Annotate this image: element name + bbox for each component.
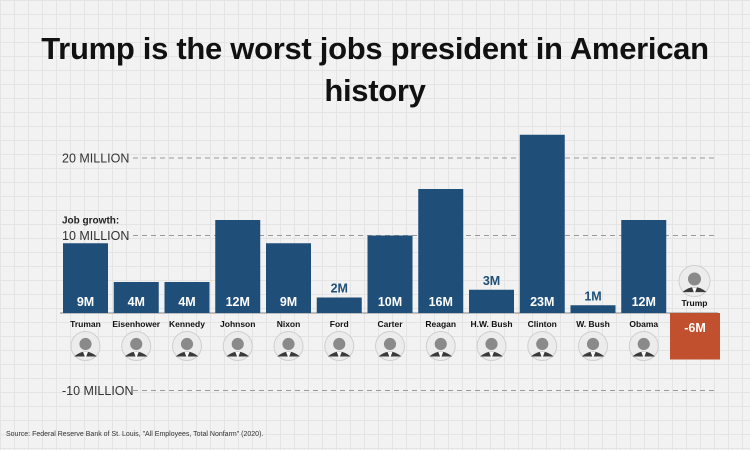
president-portrait-icon bbox=[425, 331, 456, 361]
bar bbox=[367, 235, 413, 313]
category-label: Clinton bbox=[528, 319, 557, 329]
president-portrait-icon bbox=[172, 331, 202, 361]
president-portrait-icon bbox=[527, 331, 558, 361]
president-portrait-icon bbox=[273, 331, 304, 361]
president-portrait-icon bbox=[628, 331, 659, 361]
data-label: 9M bbox=[280, 295, 297, 309]
y-axis-note: Job growth: bbox=[62, 216, 119, 227]
source-note: Source: Federal Reserve Bank of St. Loui… bbox=[6, 431, 264, 438]
bar bbox=[469, 289, 514, 313]
data-label: 1M bbox=[584, 289, 601, 303]
bar bbox=[519, 134, 565, 313]
category-label: H.W. Bush bbox=[470, 319, 512, 329]
president-portrait-icon bbox=[578, 331, 608, 361]
category-label: Kennedy bbox=[169, 319, 205, 329]
bar bbox=[63, 243, 108, 313]
president-portrait-icon bbox=[324, 331, 355, 361]
category-label: Obama bbox=[629, 319, 658, 329]
president-portrait-icon bbox=[678, 265, 711, 297]
data-label: 10M bbox=[378, 295, 402, 309]
bar bbox=[316, 297, 362, 313]
category-label: W. Bush bbox=[576, 319, 610, 329]
data-label: 9M bbox=[77, 295, 94, 309]
president-portrait-icon bbox=[375, 331, 405, 361]
data-label: 23M bbox=[530, 295, 554, 309]
data-label: 16M bbox=[429, 295, 453, 309]
category-label: Eisenhower bbox=[112, 319, 160, 329]
y-tick-label: 20 MILLION bbox=[62, 152, 129, 166]
bar bbox=[621, 220, 667, 313]
data-label: 2M bbox=[331, 282, 348, 296]
data-label: 3M bbox=[483, 274, 500, 288]
bar bbox=[418, 189, 464, 313]
category-label: Nixon bbox=[277, 319, 301, 329]
data-label: -6M bbox=[684, 321, 706, 335]
category-label: Carter bbox=[377, 319, 403, 329]
chart-title: Trump is the worst jobs president in Ame… bbox=[41, 31, 709, 108]
president-portrait-icon bbox=[70, 331, 101, 361]
category-label: Truman bbox=[70, 319, 101, 329]
data-label: 12M bbox=[226, 295, 250, 309]
y-tick-label: 10 MILLION bbox=[62, 229, 129, 243]
category-label: Reagan bbox=[425, 319, 456, 329]
data-label: 12M bbox=[632, 295, 656, 309]
bar bbox=[113, 282, 159, 313]
president-portrait-icon bbox=[121, 331, 152, 361]
data-label: 4M bbox=[128, 295, 145, 309]
y-tick-label: -10 MILLION bbox=[62, 384, 134, 398]
president-portrait-icon bbox=[222, 331, 253, 361]
bar bbox=[670, 313, 720, 360]
president-portrait-icon bbox=[476, 331, 507, 361]
data-label: 4M bbox=[178, 295, 195, 309]
category-label: Trump bbox=[682, 298, 708, 308]
bar bbox=[266, 243, 311, 313]
category-label: Ford bbox=[330, 319, 349, 329]
category-label: Johnson bbox=[220, 319, 255, 329]
bar bbox=[570, 305, 616, 313]
bar bbox=[215, 220, 261, 313]
bar bbox=[164, 282, 210, 313]
